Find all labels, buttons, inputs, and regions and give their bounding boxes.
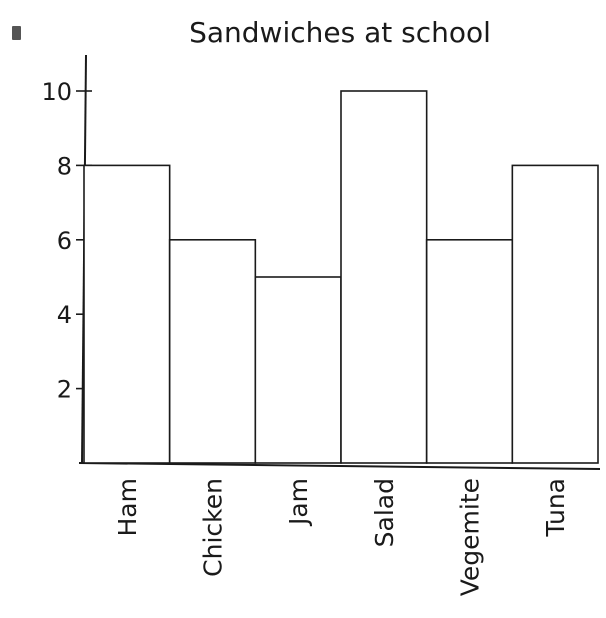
category-label: Ham (113, 478, 142, 536)
y-tick-label: 10 (41, 78, 72, 106)
bar-salad (340, 90, 428, 464)
bar-vegemite (425, 239, 514, 464)
category-label: Jam (284, 478, 313, 527)
category-label: Tuna (541, 478, 570, 537)
x-axis (78, 462, 601, 470)
bar-tuna (511, 164, 599, 464)
category-label: Chicken (199, 478, 228, 577)
category-label: Vegemite (456, 478, 485, 596)
bar-jam (254, 276, 342, 464)
y-tick-label: 2 (57, 376, 72, 404)
bar-chicken (168, 239, 257, 464)
category-labels: Ham Chicken Jam Salad Vegemite Tuna (113, 478, 570, 596)
bars (83, 90, 599, 464)
chart-title: Sandwiches at school (189, 16, 491, 49)
bar-ham (83, 164, 171, 464)
y-ticks: 2 4 6 8 10 (41, 78, 92, 404)
y-tick-label: 4 (57, 301, 72, 329)
y-tick-label: 6 (57, 227, 72, 255)
y-tick-label: 8 (57, 152, 72, 180)
category-label: Salad (370, 478, 399, 547)
corner-mark-icon (12, 26, 21, 40)
